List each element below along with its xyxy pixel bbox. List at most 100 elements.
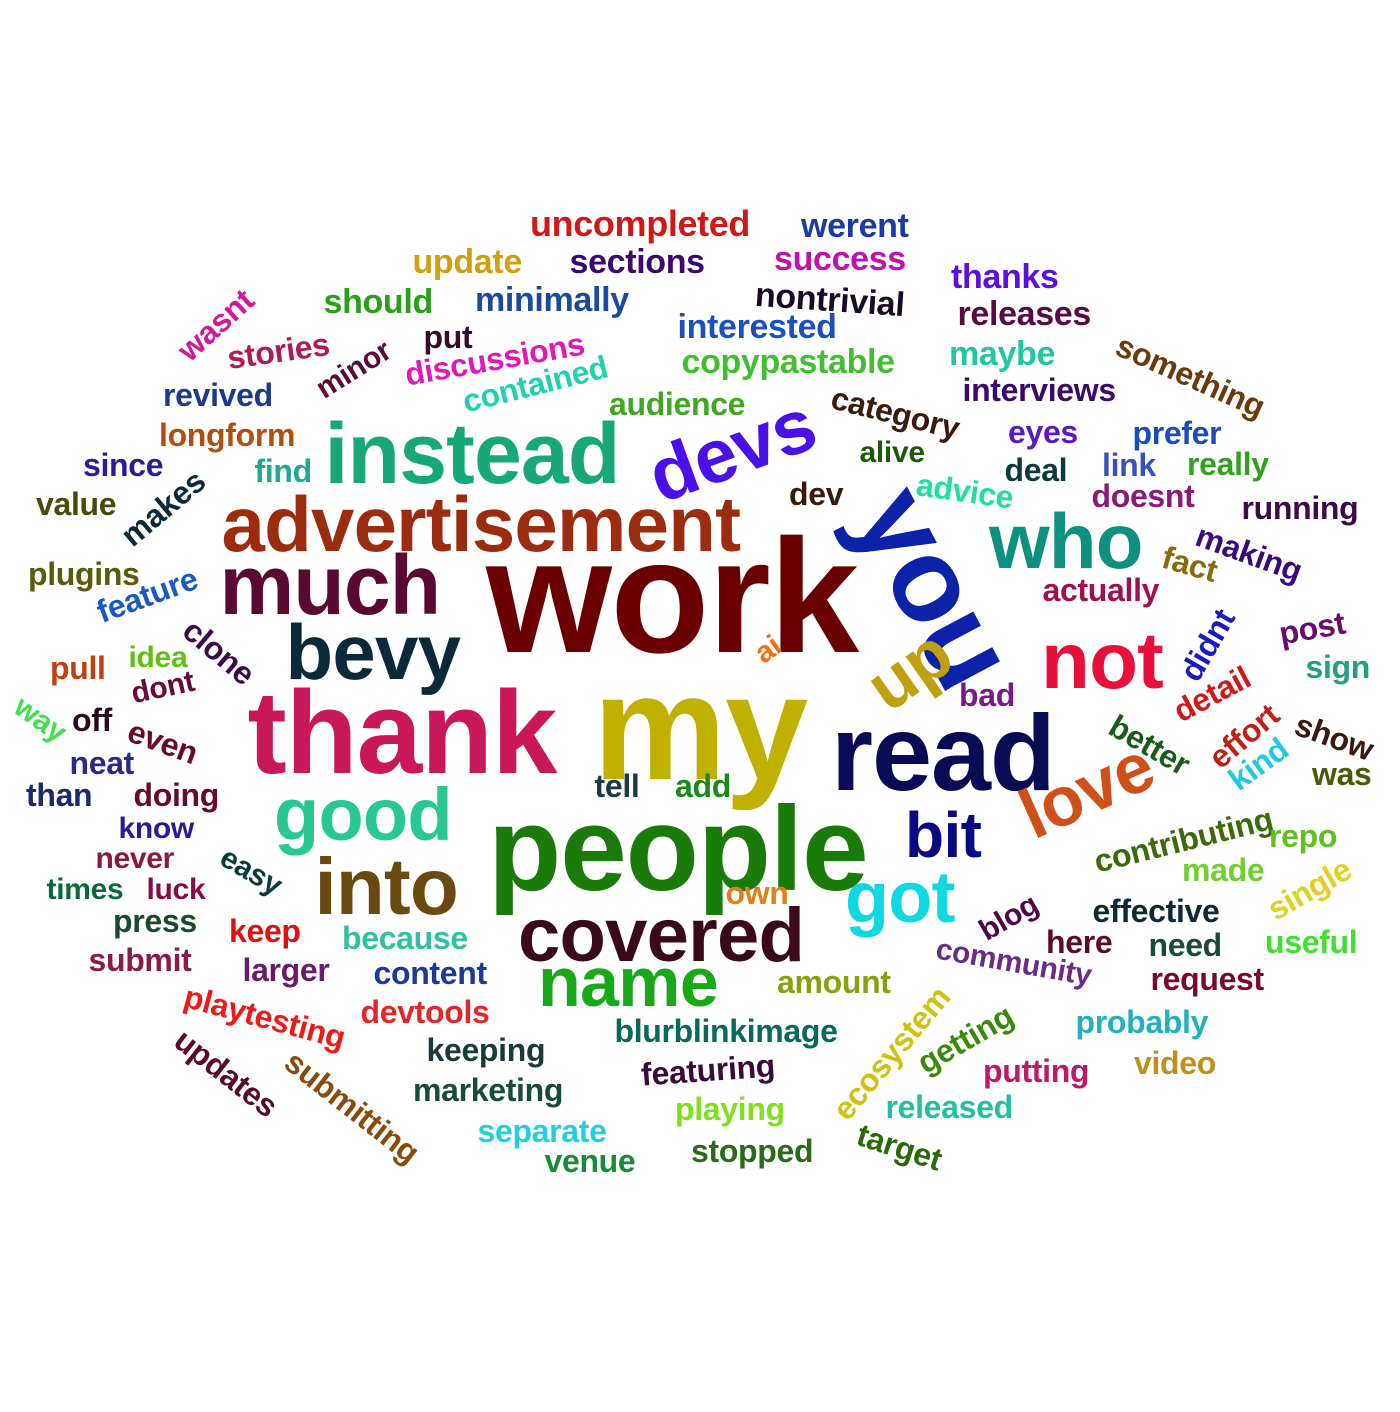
cloud-word: submit bbox=[88, 942, 192, 978]
cloud-word: dev bbox=[789, 476, 844, 512]
cloud-word: name bbox=[538, 943, 719, 1021]
cloud-word: instead bbox=[324, 406, 621, 502]
cloud-word: submitting bbox=[277, 1043, 427, 1171]
cloud-word: revived bbox=[163, 377, 273, 413]
cloud-word: running bbox=[1241, 490, 1359, 526]
cloud-word: interviews bbox=[962, 372, 1117, 408]
cloud-word: work bbox=[486, 506, 859, 687]
cloud-word: put bbox=[423, 319, 473, 355]
cloud-word: update bbox=[412, 243, 523, 281]
cloud-word: know bbox=[118, 812, 195, 845]
cloud-word: releases bbox=[957, 295, 1092, 333]
cloud-word: off bbox=[72, 702, 112, 738]
cloud-word: stopped bbox=[691, 1133, 814, 1169]
cloud-word: something bbox=[1110, 327, 1270, 425]
cloud-word: keeping bbox=[426, 1032, 546, 1068]
cloud-word: useful bbox=[1265, 924, 1358, 960]
cloud-word: uncompleted bbox=[530, 203, 751, 244]
cloud-word: plugins bbox=[28, 556, 140, 592]
cloud-word: neat bbox=[69, 745, 135, 781]
cloud-word: way bbox=[7, 690, 73, 750]
cloud-word: times bbox=[46, 873, 124, 906]
cloud-word: playing bbox=[675, 1091, 785, 1127]
cloud-word: featuring bbox=[639, 1047, 777, 1093]
cloud-word: separate bbox=[477, 1113, 607, 1149]
cloud-word: into bbox=[314, 842, 459, 931]
cloud-word: luck bbox=[146, 873, 206, 906]
cloud-word: here bbox=[1046, 924, 1113, 960]
cloud-word: should bbox=[323, 283, 434, 321]
cloud-word: alive bbox=[859, 436, 926, 469]
cloud-word: bad bbox=[959, 677, 1015, 713]
cloud-word: doing bbox=[133, 777, 220, 813]
cloud-word: much bbox=[219, 538, 442, 632]
cloud-word: doesnt bbox=[1091, 478, 1195, 514]
cloud-word: updates bbox=[167, 1021, 285, 1125]
cloud-word: putting bbox=[983, 1053, 1090, 1089]
cloud-word: press bbox=[113, 903, 197, 939]
cloud-word: find bbox=[254, 453, 313, 489]
cloud-word: my bbox=[593, 643, 808, 811]
cloud-word: because bbox=[342, 920, 468, 956]
cloud-word: larger bbox=[242, 952, 330, 988]
cloud-word: not bbox=[1041, 616, 1164, 705]
cloud-word: keep bbox=[229, 913, 301, 949]
cloud-word: pull bbox=[50, 650, 106, 686]
cloud-word: who bbox=[989, 497, 1143, 585]
cloud-word: released bbox=[885, 1089, 1014, 1125]
cloud-word: idea bbox=[128, 641, 188, 674]
cloud-word: was bbox=[1312, 756, 1372, 792]
cloud-word: repo bbox=[1269, 818, 1338, 854]
cloud-word: deal bbox=[1004, 452, 1068, 488]
cloud-word: post bbox=[1276, 604, 1348, 652]
cloud-word: longform bbox=[159, 417, 296, 453]
cloud-word: made bbox=[1182, 852, 1265, 888]
cloud-word: content bbox=[373, 955, 488, 991]
cloud-word: category bbox=[827, 379, 963, 447]
cloud-word: copypastable bbox=[681, 343, 896, 381]
cloud-word: own bbox=[725, 875, 789, 911]
cloud-word: stories bbox=[224, 326, 332, 376]
cloud-word: bevy bbox=[285, 608, 461, 696]
cloud-word: devtools bbox=[360, 994, 490, 1030]
cloud-word: maybe bbox=[949, 335, 1056, 373]
cloud-word: minimally bbox=[475, 281, 629, 319]
cloud-word: prefer bbox=[1132, 415, 1222, 451]
cloud-word: interested bbox=[677, 308, 837, 346]
cloud-word: bit bbox=[905, 799, 982, 871]
cloud-word: really bbox=[1187, 446, 1269, 482]
cloud-word: marketing bbox=[413, 1072, 564, 1108]
cloud-word: good bbox=[274, 773, 453, 856]
cloud-word: video bbox=[1134, 1045, 1216, 1081]
cloud-word: people bbox=[488, 782, 869, 916]
cloud-word: amount bbox=[777, 964, 891, 1000]
cloud-word: thanks bbox=[951, 258, 1059, 296]
cloud-word: eyes bbox=[1008, 414, 1078, 450]
cloud-word: advertisement bbox=[221, 480, 742, 568]
cloud-word: value bbox=[36, 486, 117, 522]
cloud-word: read bbox=[831, 692, 1056, 813]
cloud-word: venue bbox=[544, 1143, 636, 1179]
cloud-word: got bbox=[845, 858, 955, 938]
cloud-word: sections bbox=[569, 243, 706, 281]
cloud-word: blurblinkimage bbox=[614, 1013, 838, 1049]
cloud-word: never bbox=[95, 842, 175, 875]
cloud-word: than bbox=[26, 777, 93, 813]
cloud-word: blog bbox=[973, 887, 1044, 948]
cloud-word: target bbox=[852, 1116, 946, 1178]
cloud-word: thank bbox=[247, 667, 558, 799]
cloud-word: need bbox=[1148, 927, 1223, 963]
cloud-word: probably bbox=[1075, 1004, 1209, 1040]
cloud-word: covered bbox=[518, 893, 805, 978]
cloud-word: success bbox=[774, 240, 906, 278]
cloud-word: link bbox=[1102, 447, 1156, 483]
cloud-word: single bbox=[1260, 850, 1357, 928]
cloud-word: since bbox=[83, 447, 164, 483]
cloud-word: even bbox=[123, 712, 203, 772]
cloud-word: werent bbox=[801, 207, 909, 245]
cloud-word: request bbox=[1150, 961, 1265, 997]
cloud-word: tell bbox=[594, 768, 640, 804]
cloud-word: audience bbox=[609, 386, 746, 422]
cloud-word: sign bbox=[1305, 649, 1371, 685]
